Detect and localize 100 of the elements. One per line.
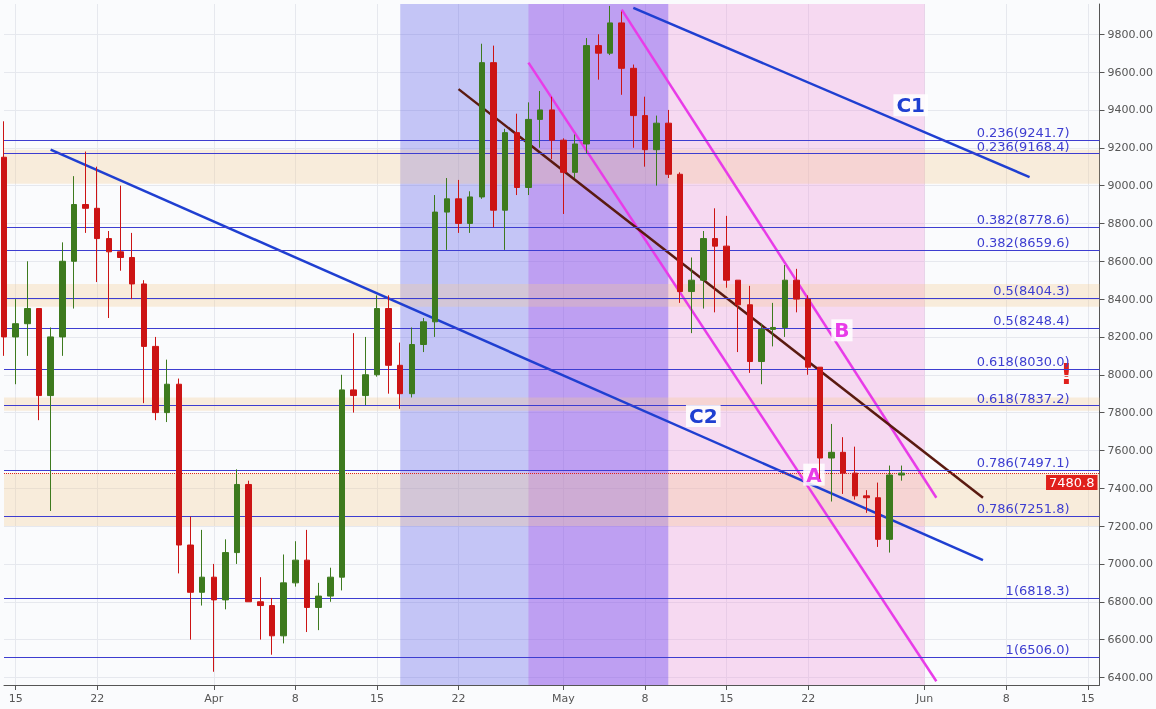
candlestick — [549, 96, 555, 160]
ref-line-label: 0.618(7837.2) — [976, 390, 1070, 406]
candlestick — [653, 115, 660, 187]
y-tick-label: 8800.00 — [1107, 216, 1154, 230]
candlestick — [327, 567, 334, 603]
candlestick — [409, 326, 415, 398]
y-tick-label: 9800.00 — [1107, 27, 1154, 41]
candlestick — [71, 175, 77, 310]
candlestick — [840, 436, 846, 495]
y-tick-label: 7200.00 — [1107, 519, 1154, 533]
candlestick — [350, 332, 357, 414]
x-tick-label: 8 — [1002, 692, 1010, 705]
y-tick-label: 9600.00 — [1107, 65, 1154, 79]
y-tick-label: 7000.00 — [1107, 557, 1154, 571]
candlestick — [12, 298, 19, 385]
ref-line-label: 0.5(8248.4) — [993, 312, 1070, 328]
y-tick-label: 7400.00 — [1107, 481, 1154, 495]
series-label: C1 — [896, 93, 926, 118]
candlestick — [59, 241, 66, 357]
candlestick — [758, 323, 765, 385]
y-tick-label: 9200.00 — [1107, 141, 1154, 155]
candlestick — [211, 563, 217, 673]
y-tick-label: 9000.00 — [1107, 179, 1154, 193]
candlestick — [315, 582, 322, 631]
series-label: C2 — [688, 404, 718, 428]
candlestick — [852, 446, 858, 501]
candlestick — [490, 45, 497, 228]
ref-line-label: 7480.8 — [1049, 474, 1095, 490]
y-tick-label: 6600.00 — [1107, 633, 1154, 647]
candlestick — [875, 482, 881, 548]
candlestick — [642, 96, 648, 168]
ref-line-label: 0.5(8404.3) — [993, 283, 1070, 299]
candlestick — [712, 207, 718, 313]
candlestick — [828, 423, 835, 503]
candlestick — [385, 294, 392, 395]
y-tick-label: 8000.00 — [1107, 368, 1154, 382]
x-tick-label: Apr — [204, 692, 224, 705]
candlestick — [199, 529, 205, 607]
ref-line-label: 1(6818.3) — [1005, 583, 1070, 599]
candlestick — [595, 33, 602, 81]
ref-line-label: 1(6506.0) — [1005, 642, 1070, 658]
candlestick — [479, 43, 485, 200]
candlestick — [467, 190, 473, 234]
ref-line-label: 0.786(7497.1) — [976, 454, 1070, 470]
candlestick — [176, 378, 182, 574]
candlestick — [397, 342, 403, 410]
x-tick-label: Jun — [915, 692, 934, 705]
candlestick — [700, 230, 707, 310]
candlestick — [886, 465, 893, 554]
x-tick-label: 15 — [1080, 692, 1095, 705]
candlestick — [723, 215, 730, 289]
candlestick — [735, 279, 741, 353]
x-tick-label: 22 — [801, 692, 816, 705]
candlestick — [793, 268, 800, 313]
y-tick-label: 9400.00 — [1107, 103, 1154, 117]
x-tick-label: 22 — [90, 692, 105, 705]
candlestick — [560, 137, 567, 215]
candlestick — [117, 185, 124, 272]
candlestick — [245, 480, 252, 603]
ref-line-label: 0.236(9241.7) — [976, 124, 1070, 140]
x-tick-label: 8 — [641, 692, 649, 705]
y-tick-label: 6800.00 — [1107, 595, 1154, 609]
candlestick — [152, 336, 159, 421]
x-tick-label: 22 — [451, 692, 466, 705]
candlestick — [257, 576, 264, 641]
candlestick — [129, 232, 135, 300]
y-tick-label: 8600.00 — [1107, 254, 1154, 268]
y-tick-label: 6400.00 — [1107, 670, 1154, 684]
y-tick-label: 8200.00 — [1107, 330, 1154, 344]
candlestick — [630, 64, 637, 149]
candlestick — [665, 109, 672, 179]
x-tick-label: 15 — [369, 692, 384, 705]
candlestick — [572, 134, 578, 179]
x-tick-label: May — [552, 692, 576, 705]
candlestick — [24, 260, 31, 357]
candlestick — [94, 166, 100, 283]
candlestick — [805, 294, 811, 376]
candlestick — [164, 359, 170, 423]
candlestick — [455, 179, 462, 234]
ref-line-label: 0.236(9168.4) — [976, 138, 1070, 154]
candlestick — [47, 326, 54, 512]
candlestick — [292, 540, 299, 588]
candlestick — [583, 37, 590, 154]
y-tick-label: 7800.00 — [1107, 406, 1154, 420]
ref-line-label: 0.786(7251.8) — [976, 501, 1070, 517]
candlestick — [374, 294, 380, 378]
candlestick — [36, 308, 42, 421]
x-tick-label: 8 — [291, 692, 299, 705]
candlestick — [863, 489, 870, 514]
candlestick — [339, 374, 345, 591]
x-tick-label: 15 — [8, 692, 23, 705]
candlestick — [304, 529, 310, 633]
candlestick — [234, 468, 240, 565]
x-tick-label: 15 — [719, 692, 734, 705]
candlestick — [898, 465, 905, 482]
candlestick — [502, 128, 508, 251]
candlestick — [782, 264, 788, 338]
candlestick — [362, 336, 369, 406]
candlestick — [1, 120, 7, 357]
candlestick — [514, 113, 520, 196]
